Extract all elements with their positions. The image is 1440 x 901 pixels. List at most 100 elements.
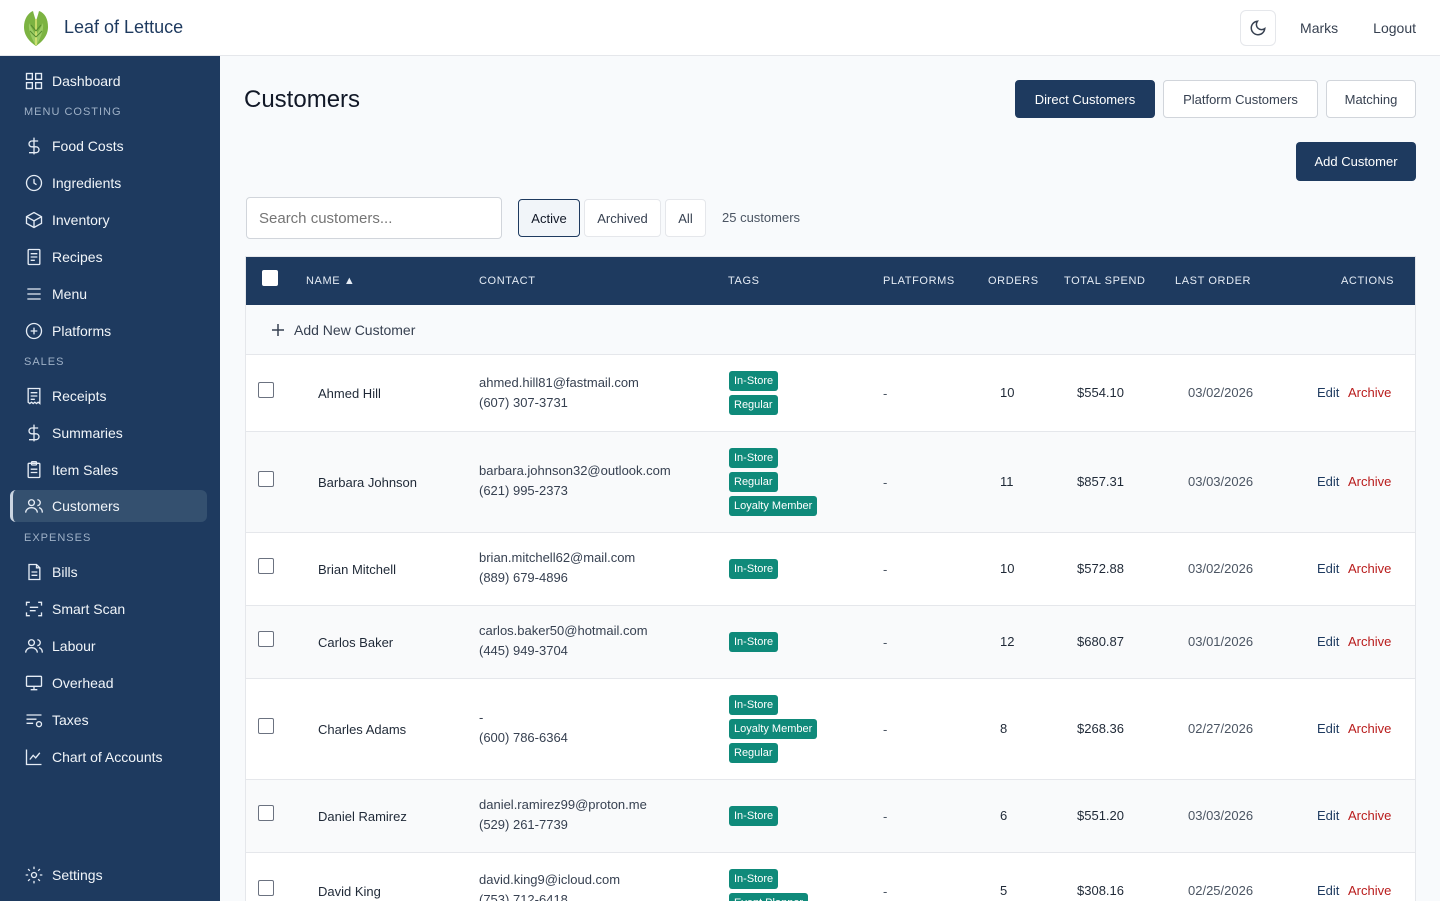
- sidebar-item-receipts[interactable]: Receipts: [10, 380, 207, 412]
- customer-email: daniel.ramirez99@proton.me: [479, 797, 647, 812]
- row-checkbox[interactable]: [258, 880, 274, 896]
- sidebar-item-dashboard[interactable]: Dashboard: [10, 65, 207, 97]
- logout-link[interactable]: Logout: [1373, 19, 1416, 36]
- sidebar-item-chart-of-accounts[interactable]: Chart of Accounts: [10, 741, 207, 773]
- filter-active[interactable]: Active: [518, 199, 580, 237]
- tag-badge: Loyalty Member: [729, 719, 818, 739]
- menu-icon: [27, 288, 41, 300]
- sidebar-item-inventory[interactable]: Inventory: [10, 204, 207, 236]
- sidebar-item-food-costs[interactable]: Food Costs: [10, 130, 207, 162]
- add-new-customer-row[interactable]: Add New Customer: [246, 305, 1415, 355]
- edit-link[interactable]: Edit: [1317, 385, 1340, 400]
- sidebar-item-item-sales[interactable]: Item Sales: [10, 454, 207, 486]
- customer-phone: (889) 679-4896: [479, 570, 568, 585]
- theme-toggle-button[interactable]: [1240, 9, 1277, 46]
- row-checkbox[interactable]: [258, 558, 274, 574]
- customer-orders: 10: [1000, 385, 1015, 400]
- edit-link[interactable]: Edit: [1317, 634, 1340, 649]
- filter-all[interactable]: All: [665, 199, 706, 237]
- tab-matching[interactable]: Matching: [1326, 80, 1416, 118]
- table-row[interactable]: Daniel Ramirez daniel.ramirez99@proton.m…: [246, 780, 1415, 853]
- sidebar-item-summaries[interactable]: Summaries: [10, 417, 207, 449]
- customer-orders: 8: [1000, 721, 1008, 736]
- sidebar-item-taxes[interactable]: Taxes: [10, 704, 207, 736]
- top-bar: Leaf of Lettuce Marks Logout: [0, 0, 1440, 56]
- list-filter-icon: [26, 714, 43, 728]
- sidebar-item-label: Customers: [52, 498, 120, 514]
- row-checkbox[interactable]: [258, 471, 274, 487]
- sidebar-item-labour[interactable]: Labour: [10, 630, 207, 662]
- sidebar-item-menu[interactable]: Menu: [10, 278, 207, 310]
- sidebar-item-recipes[interactable]: Recipes: [10, 241, 207, 273]
- tag-badge: In-Store: [729, 448, 779, 468]
- dollar-icon: [28, 137, 40, 155]
- archive-link[interactable]: Archive: [1348, 634, 1392, 649]
- customer-last-order: 03/02/2026: [1188, 385, 1254, 400]
- sidebar-item-platforms[interactable]: Platforms: [10, 315, 207, 347]
- sidebar-item-customers[interactable]: Customers: [10, 490, 207, 522]
- sidebar-item-label: Dashboard: [52, 73, 121, 89]
- column-actions: ACTIONS: [1341, 275, 1395, 287]
- column-name[interactable]: NAME ▲: [306, 275, 356, 287]
- customer-contact: - (600) 786-6364: [479, 708, 568, 748]
- archive-link[interactable]: Archive: [1348, 474, 1392, 489]
- select-all-checkbox[interactable]: [262, 270, 278, 286]
- sidebar-item-settings[interactable]: Settings: [10, 859, 207, 891]
- customer-platforms: -: [883, 562, 888, 577]
- receipt-icon: [27, 387, 41, 405]
- search-input[interactable]: [246, 197, 502, 239]
- section-expenses: EXPENSES: [24, 532, 92, 544]
- customer-total-spend: $308.16: [1077, 883, 1124, 898]
- edit-link[interactable]: Edit: [1317, 474, 1340, 489]
- sidebar-item-smart-scan[interactable]: Smart Scan: [10, 593, 207, 625]
- plus-icon: [272, 323, 284, 336]
- tab-platform-customers[interactable]: Platform Customers: [1163, 80, 1318, 118]
- customer-email: brian.mitchell62@mail.com: [479, 550, 636, 565]
- row-checkbox[interactable]: [258, 718, 274, 734]
- archive-link[interactable]: Archive: [1348, 721, 1392, 736]
- edit-link[interactable]: Edit: [1317, 808, 1340, 823]
- column-last-order: LAST ORDER: [1175, 275, 1252, 287]
- customer-count: 25 customers: [722, 210, 801, 225]
- table-row[interactable]: David King david.king9@icloud.com (753) …: [246, 853, 1415, 901]
- table-row[interactable]: Brian Mitchell brian.mitchell62@mail.com…: [246, 533, 1415, 606]
- user-link[interactable]: Marks: [1300, 19, 1339, 36]
- sidebar-item-bills[interactable]: Bills: [10, 556, 207, 588]
- scan-icon: [25, 601, 43, 617]
- filter-archived[interactable]: Archived: [584, 199, 661, 237]
- edit-link[interactable]: Edit: [1317, 561, 1340, 576]
- edit-link[interactable]: Edit: [1317, 721, 1340, 736]
- add-customer-button[interactable]: Add Customer: [1296, 142, 1416, 181]
- customer-email: david.king9@icloud.com: [479, 872, 621, 887]
- sidebar: Dashboard MENU COSTING Food Costs Ingred…: [0, 56, 220, 901]
- archive-link[interactable]: Archive: [1348, 808, 1392, 823]
- page-title: Customers: [244, 86, 361, 113]
- table-row[interactable]: Carlos Baker carlos.baker50@hotmail.com …: [246, 606, 1415, 679]
- archive-link[interactable]: Archive: [1348, 883, 1392, 898]
- row-checkbox[interactable]: [258, 805, 274, 821]
- customer-last-order: 02/27/2026: [1188, 721, 1254, 736]
- sidebar-item-label: Smart Scan: [52, 601, 126, 617]
- table-row[interactable]: Barbara Johnson barbara.johnson32@outloo…: [246, 432, 1415, 533]
- row-checkbox[interactable]: [258, 382, 274, 398]
- sidebar-item-ingredients[interactable]: Ingredients: [10, 167, 207, 199]
- archive-link[interactable]: Archive: [1348, 385, 1392, 400]
- tag-badge: In-Store: [729, 632, 779, 652]
- edit-link[interactable]: Edit: [1317, 883, 1340, 898]
- table-row[interactable]: Ahmed Hill ahmed.hill81@fastmail.com (60…: [246, 355, 1415, 432]
- sidebar-item-overhead[interactable]: Overhead: [10, 667, 207, 699]
- sidebar-item-label: Chart of Accounts: [52, 749, 163, 765]
- tag-badge: In-Store: [729, 869, 779, 889]
- section-menu-costing: MENU COSTING: [24, 106, 122, 118]
- brand[interactable]: Leaf of Lettuce: [20, 9, 183, 47]
- archive-link[interactable]: Archive: [1348, 561, 1392, 576]
- customer-platforms: -: [883, 475, 888, 490]
- grid-icon: [25, 72, 43, 90]
- table-row[interactable]: Charles Adams - (600) 786-6364 In-Store …: [246, 679, 1415, 780]
- customer-platforms: -: [883, 809, 888, 824]
- tab-direct-customers[interactable]: Direct Customers: [1015, 80, 1155, 118]
- customer-contact: barbara.johnson32@outlook.com (621) 995-…: [479, 461, 671, 501]
- clock-icon: [25, 174, 43, 192]
- row-checkbox[interactable]: [258, 631, 274, 647]
- customer-name: Daniel Ramirez: [318, 809, 407, 824]
